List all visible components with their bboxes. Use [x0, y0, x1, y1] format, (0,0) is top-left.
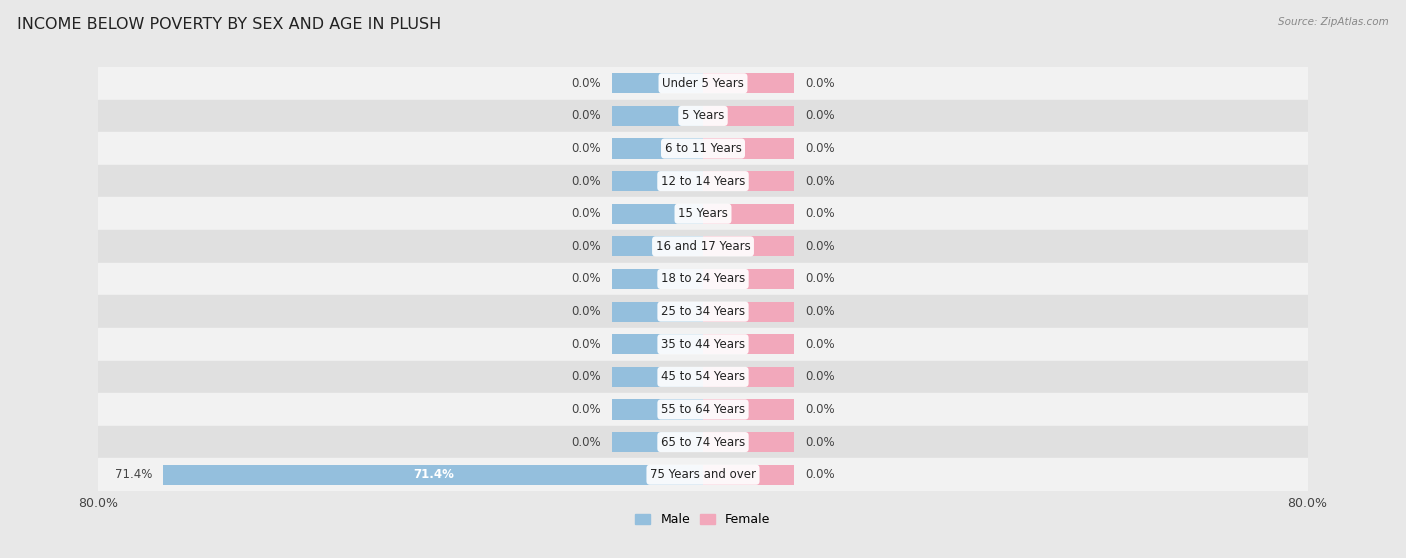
- Bar: [613, 400, 703, 420]
- Bar: [703, 301, 793, 322]
- Text: 0.0%: 0.0%: [806, 436, 835, 449]
- Text: 0.0%: 0.0%: [571, 207, 600, 220]
- Bar: [703, 138, 793, 158]
- Text: 0.0%: 0.0%: [806, 207, 835, 220]
- Text: 0.0%: 0.0%: [571, 436, 600, 449]
- Text: 0.0%: 0.0%: [806, 109, 835, 122]
- Text: 25 to 34 Years: 25 to 34 Years: [661, 305, 745, 318]
- Bar: [98, 426, 1308, 459]
- Text: 0.0%: 0.0%: [806, 403, 835, 416]
- Text: 55 to 64 Years: 55 to 64 Years: [661, 403, 745, 416]
- Bar: [703, 106, 793, 126]
- Bar: [98, 328, 1308, 360]
- Legend: Male, Female: Male, Female: [630, 508, 776, 531]
- Bar: [703, 269, 793, 289]
- Bar: [98, 230, 1308, 263]
- Bar: [613, 138, 703, 158]
- Text: 0.0%: 0.0%: [806, 77, 835, 90]
- Text: 0.0%: 0.0%: [806, 371, 835, 383]
- Text: 16 and 17 Years: 16 and 17 Years: [655, 240, 751, 253]
- Text: 65 to 74 Years: 65 to 74 Years: [661, 436, 745, 449]
- Bar: [613, 432, 703, 452]
- Text: 35 to 44 Years: 35 to 44 Years: [661, 338, 745, 351]
- Text: 75 Years and over: 75 Years and over: [650, 468, 756, 481]
- Bar: [613, 269, 703, 289]
- Text: Source: ZipAtlas.com: Source: ZipAtlas.com: [1278, 17, 1389, 27]
- Text: 6 to 11 Years: 6 to 11 Years: [665, 142, 741, 155]
- Text: 0.0%: 0.0%: [571, 109, 600, 122]
- Text: 0.0%: 0.0%: [806, 338, 835, 351]
- Text: 18 to 24 Years: 18 to 24 Years: [661, 272, 745, 286]
- Bar: [703, 367, 793, 387]
- Bar: [703, 236, 793, 257]
- Bar: [613, 204, 703, 224]
- Bar: [613, 334, 703, 354]
- Text: INCOME BELOW POVERTY BY SEX AND AGE IN PLUSH: INCOME BELOW POVERTY BY SEX AND AGE IN P…: [17, 17, 441, 32]
- Text: 12 to 14 Years: 12 to 14 Years: [661, 175, 745, 187]
- Text: 0.0%: 0.0%: [571, 175, 600, 187]
- Text: 0.0%: 0.0%: [806, 175, 835, 187]
- Text: 71.4%: 71.4%: [413, 468, 454, 481]
- Text: 0.0%: 0.0%: [571, 142, 600, 155]
- Text: 0.0%: 0.0%: [571, 338, 600, 351]
- Bar: [98, 263, 1308, 295]
- Bar: [613, 301, 703, 322]
- Bar: [703, 73, 793, 93]
- Text: 0.0%: 0.0%: [571, 240, 600, 253]
- Text: 0.0%: 0.0%: [806, 142, 835, 155]
- Text: 0.0%: 0.0%: [806, 272, 835, 286]
- Bar: [98, 198, 1308, 230]
- Bar: [613, 236, 703, 257]
- Bar: [613, 106, 703, 126]
- Bar: [703, 432, 793, 452]
- Bar: [98, 99, 1308, 132]
- Bar: [613, 367, 703, 387]
- Text: 0.0%: 0.0%: [571, 305, 600, 318]
- Text: 0.0%: 0.0%: [806, 240, 835, 253]
- Bar: [613, 73, 703, 93]
- Text: 0.0%: 0.0%: [571, 77, 600, 90]
- Text: 0.0%: 0.0%: [571, 403, 600, 416]
- Bar: [98, 295, 1308, 328]
- Bar: [703, 171, 793, 191]
- Text: 0.0%: 0.0%: [806, 468, 835, 481]
- Text: 5 Years: 5 Years: [682, 109, 724, 122]
- Bar: [98, 360, 1308, 393]
- Bar: [98, 132, 1308, 165]
- Text: 0.0%: 0.0%: [571, 272, 600, 286]
- Bar: [613, 171, 703, 191]
- Bar: [163, 465, 703, 485]
- Text: 0.0%: 0.0%: [806, 305, 835, 318]
- Bar: [98, 67, 1308, 99]
- Bar: [98, 165, 1308, 198]
- Text: 71.4%: 71.4%: [115, 468, 152, 481]
- Text: 0.0%: 0.0%: [571, 371, 600, 383]
- Bar: [703, 204, 793, 224]
- Bar: [98, 459, 1308, 491]
- Text: 45 to 54 Years: 45 to 54 Years: [661, 371, 745, 383]
- Bar: [703, 334, 793, 354]
- Bar: [98, 393, 1308, 426]
- Text: Under 5 Years: Under 5 Years: [662, 77, 744, 90]
- Bar: [703, 400, 793, 420]
- Text: 15 Years: 15 Years: [678, 207, 728, 220]
- Bar: [703, 465, 793, 485]
